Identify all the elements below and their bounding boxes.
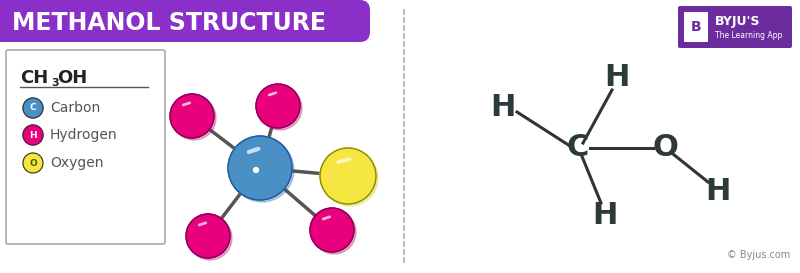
Circle shape <box>23 125 43 145</box>
FancyBboxPatch shape <box>678 6 792 48</box>
Text: Hydrogen: Hydrogen <box>50 128 118 142</box>
Circle shape <box>228 136 292 200</box>
Text: CH: CH <box>20 69 48 87</box>
Circle shape <box>310 208 354 252</box>
Circle shape <box>172 96 216 140</box>
Bar <box>0 0 300 42</box>
Text: C: C <box>567 133 589 162</box>
Text: H: H <box>490 93 516 123</box>
Text: B: B <box>690 20 702 34</box>
Text: H: H <box>706 177 730 206</box>
Text: METHANOL STRUCTURE: METHANOL STRUCTURE <box>12 11 326 35</box>
FancyBboxPatch shape <box>6 50 165 244</box>
Circle shape <box>23 98 43 118</box>
Circle shape <box>320 148 376 204</box>
Text: © Byjus.com: © Byjus.com <box>726 250 790 260</box>
Text: 3: 3 <box>51 78 58 88</box>
Text: C: C <box>30 103 36 112</box>
Text: H: H <box>29 130 37 140</box>
Circle shape <box>322 150 378 206</box>
Circle shape <box>23 153 43 173</box>
Text: The Learning App: The Learning App <box>715 31 782 40</box>
Circle shape <box>188 216 232 260</box>
Text: Oxygen: Oxygen <box>50 156 103 170</box>
Circle shape <box>186 214 230 258</box>
FancyBboxPatch shape <box>0 0 370 42</box>
Circle shape <box>256 84 300 128</box>
Circle shape <box>258 86 302 130</box>
Text: O: O <box>652 133 678 162</box>
Text: BYJU'S: BYJU'S <box>715 16 761 28</box>
FancyBboxPatch shape <box>684 12 708 42</box>
Circle shape <box>230 138 294 202</box>
Text: H: H <box>592 200 618 230</box>
Circle shape <box>170 94 214 138</box>
Text: H: H <box>604 64 630 93</box>
Text: O: O <box>29 159 37 168</box>
Text: OH: OH <box>57 69 87 87</box>
Circle shape <box>254 168 258 173</box>
Circle shape <box>312 210 356 254</box>
Text: Carbon: Carbon <box>50 101 100 115</box>
